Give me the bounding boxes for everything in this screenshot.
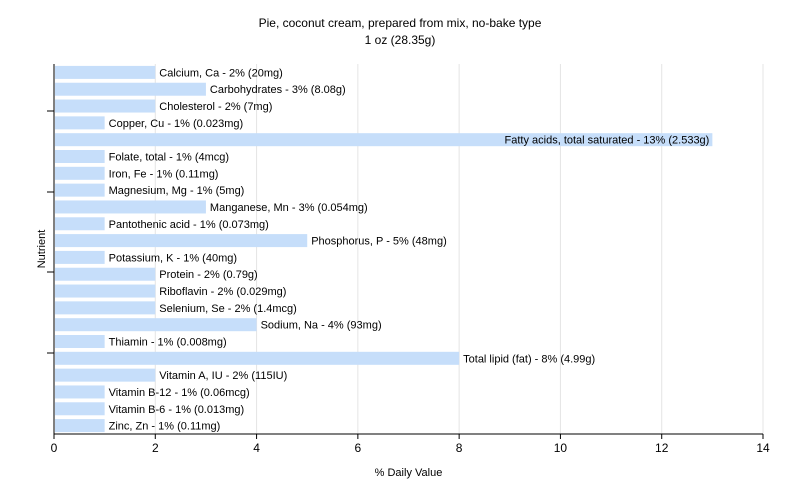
bar-label: Calcium, Ca - 2% (20mg): [159, 67, 282, 79]
bar-label: Carbohydrates - 3% (8.08g): [210, 84, 346, 96]
bar: [55, 150, 105, 163]
bar: [55, 402, 105, 416]
bar: [55, 335, 105, 348]
bar-label: Phosphorus, P - 5% (48mg): [311, 236, 447, 248]
bar: [55, 217, 105, 231]
chart-title: Pie, coconut cream, prepared from mix, n…: [258, 16, 542, 30]
x-tick-label: 8: [456, 441, 463, 455]
bar: [55, 99, 156, 113]
bar-label: Vitamin B-6 - 1% (0.013mg): [109, 404, 245, 416]
x-tick-label: 10: [554, 441, 568, 455]
x-tick-label: 4: [253, 441, 260, 455]
bar: [55, 133, 713, 147]
bar-label: Protein - 2% (0.79g): [159, 269, 257, 281]
bar: [55, 267, 156, 281]
bar-label: Magnesium, Mg - 1% (5mg): [109, 185, 245, 197]
bar: [55, 419, 105, 433]
bar: [55, 301, 156, 315]
bar: [55, 82, 206, 96]
x-tick-label: 2: [152, 441, 159, 455]
chart-subtitle: 1 oz (28.35g): [364, 33, 436, 47]
bar-label: Sodium, Na - 4% (93mg): [261, 320, 382, 332]
bar: [55, 65, 156, 79]
bar-label: Selenium, Se - 2% (1.4mcg): [159, 303, 297, 315]
x-tick-label: 14: [756, 441, 770, 455]
bar: [55, 368, 156, 382]
x-tick-label: 12: [655, 441, 669, 455]
bar: [55, 166, 105, 180]
x-tick-label: 0: [51, 441, 58, 455]
bar: [55, 385, 105, 399]
bar: [55, 234, 308, 248]
axes: [47, 64, 763, 435]
bar-label: Riboflavin - 2% (0.029mg): [159, 286, 286, 298]
bar: [55, 318, 257, 332]
bar-label: Potassium, K - 1% (40mg): [109, 252, 237, 264]
bars: Calcium, Ca - 2% (20mg) Carbohydrates - 3…: [55, 65, 713, 433]
x-axis-label: % Daily Value: [375, 467, 443, 479]
bar-label: Fatty acids, total saturated - 13% (2.53…: [505, 135, 710, 147]
x-ticks: 0 2 4 6 8 10 12 14: [51, 434, 770, 455]
bar-label: Folate, total - 1% (4mcg): [109, 152, 229, 164]
bar: [55, 250, 105, 264]
gridlines: [154, 64, 764, 434]
x-tick-label: 6: [355, 441, 362, 455]
bar-label: Vitamin B-12 - 1% (0.06mcg): [109, 387, 250, 399]
bar: [55, 183, 105, 197]
bar: [55, 116, 105, 130]
bar: [55, 284, 156, 298]
bar-label: Iron, Fe - 1% (0.11mg): [109, 168, 219, 180]
bar: [55, 351, 460, 365]
bar-label: Vitamin A, IU - 2% (115IU): [159, 370, 287, 382]
bar-label: Total lipid (fat) - 8% (4.99g): [463, 353, 595, 365]
y-axis-label: Nutrient: [36, 230, 48, 269]
bar-label: Copper, Cu - 1% (0.023mg): [109, 118, 244, 130]
bar-label: Zinc, Zn - 1% (0.11mg): [109, 421, 221, 433]
bar-label: Cholesterol - 2% (7mg): [159, 101, 272, 113]
bar: [55, 200, 206, 214]
bar-label: Pantothenic acid - 1% (0.073mg): [109, 219, 269, 231]
bar-label: Manganese, Mn - 3% (0.054mg): [210, 202, 368, 214]
bar-label: Thiamin - 1% (0.008mg): [109, 337, 227, 349]
